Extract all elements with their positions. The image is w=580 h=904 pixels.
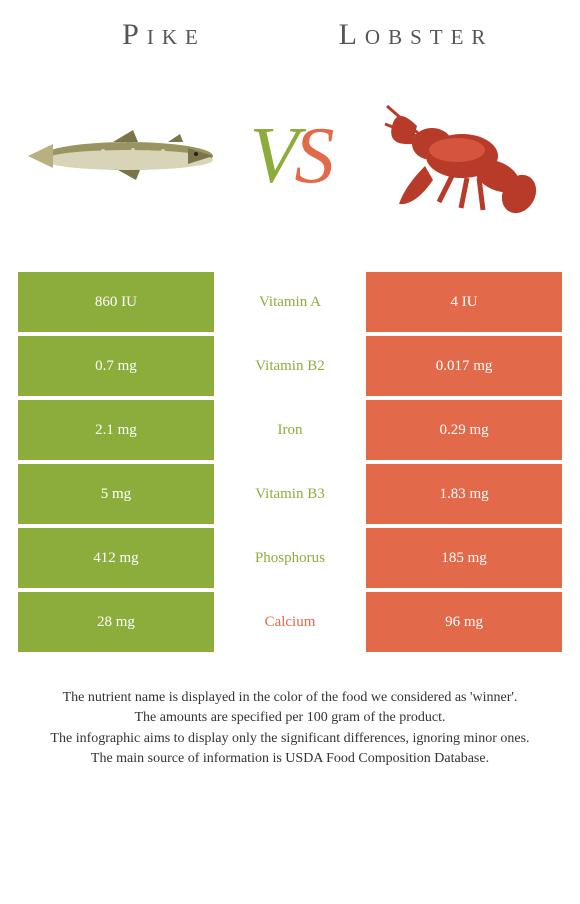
nutrient-name: Vitamin B3: [214, 464, 366, 524]
nutrient-name: Calcium: [214, 592, 366, 652]
left-value: 0.7 mg: [18, 336, 214, 396]
footer-line-3: The infographic aims to display only the…: [24, 729, 556, 749]
left-value: 860 IU: [18, 272, 214, 332]
footer-notes: The nutrient name is displayed in the co…: [18, 688, 562, 789]
table-row: 860 IUVitamin A4 IU: [18, 272, 562, 332]
left-value: 5 mg: [18, 464, 214, 524]
nutrient-name: Vitamin B2: [214, 336, 366, 396]
footer-line-4: The main source of information is USDA F…: [24, 749, 556, 769]
pike-image: [18, 76, 228, 236]
table-row: 412 mgPhosphorus185 mg: [18, 528, 562, 588]
title-row: Pike Lobster: [18, 18, 562, 52]
left-value: 412 mg: [18, 528, 214, 588]
footer-line-1: The nutrient name is displayed in the co…: [24, 688, 556, 708]
infographic: Pike Lobster VS: [0, 0, 580, 789]
table-row: 5 mgVitamin B31.83 mg: [18, 464, 562, 524]
nutrient-name: Iron: [214, 400, 366, 460]
right-title: Lobster: [290, 18, 542, 52]
right-value: 0.29 mg: [366, 400, 562, 460]
left-value: 2.1 mg: [18, 400, 214, 460]
right-value: 1.83 mg: [366, 464, 562, 524]
right-value: 4 IU: [366, 272, 562, 332]
image-row: VS: [18, 66, 562, 246]
nutrient-name: Phosphorus: [214, 528, 366, 588]
table-row: 2.1 mgIron0.29 mg: [18, 400, 562, 460]
left-title: Pike: [38, 18, 290, 52]
nutrient-name: Vitamin A: [214, 272, 366, 332]
right-value: 0.017 mg: [366, 336, 562, 396]
right-value: 185 mg: [366, 528, 562, 588]
vs-v: V: [250, 112, 295, 200]
right-value: 96 mg: [366, 592, 562, 652]
footer-line-2: The amounts are specified per 100 gram o…: [24, 708, 556, 728]
table-row: 28 mgCalcium96 mg: [18, 592, 562, 652]
vs-label: VS: [250, 111, 331, 202]
comparison-table: 860 IUVitamin A4 IU0.7 mgVitamin B20.017…: [18, 272, 562, 652]
vs-s: S: [294, 112, 330, 200]
left-value: 28 mg: [18, 592, 214, 652]
table-row: 0.7 mgVitamin B20.017 mg: [18, 336, 562, 396]
lobster-image: [352, 76, 562, 236]
